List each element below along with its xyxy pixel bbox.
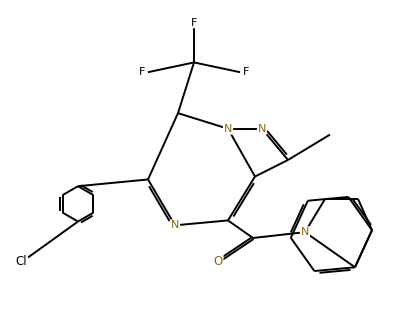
Text: N: N (301, 227, 309, 237)
Text: N: N (171, 220, 179, 230)
Text: F: F (243, 67, 249, 77)
Text: F: F (139, 67, 146, 77)
Text: Cl: Cl (15, 255, 27, 268)
Text: N: N (258, 124, 266, 134)
Text: O: O (213, 255, 223, 268)
Text: F: F (191, 18, 197, 28)
Text: N: N (224, 124, 232, 134)
